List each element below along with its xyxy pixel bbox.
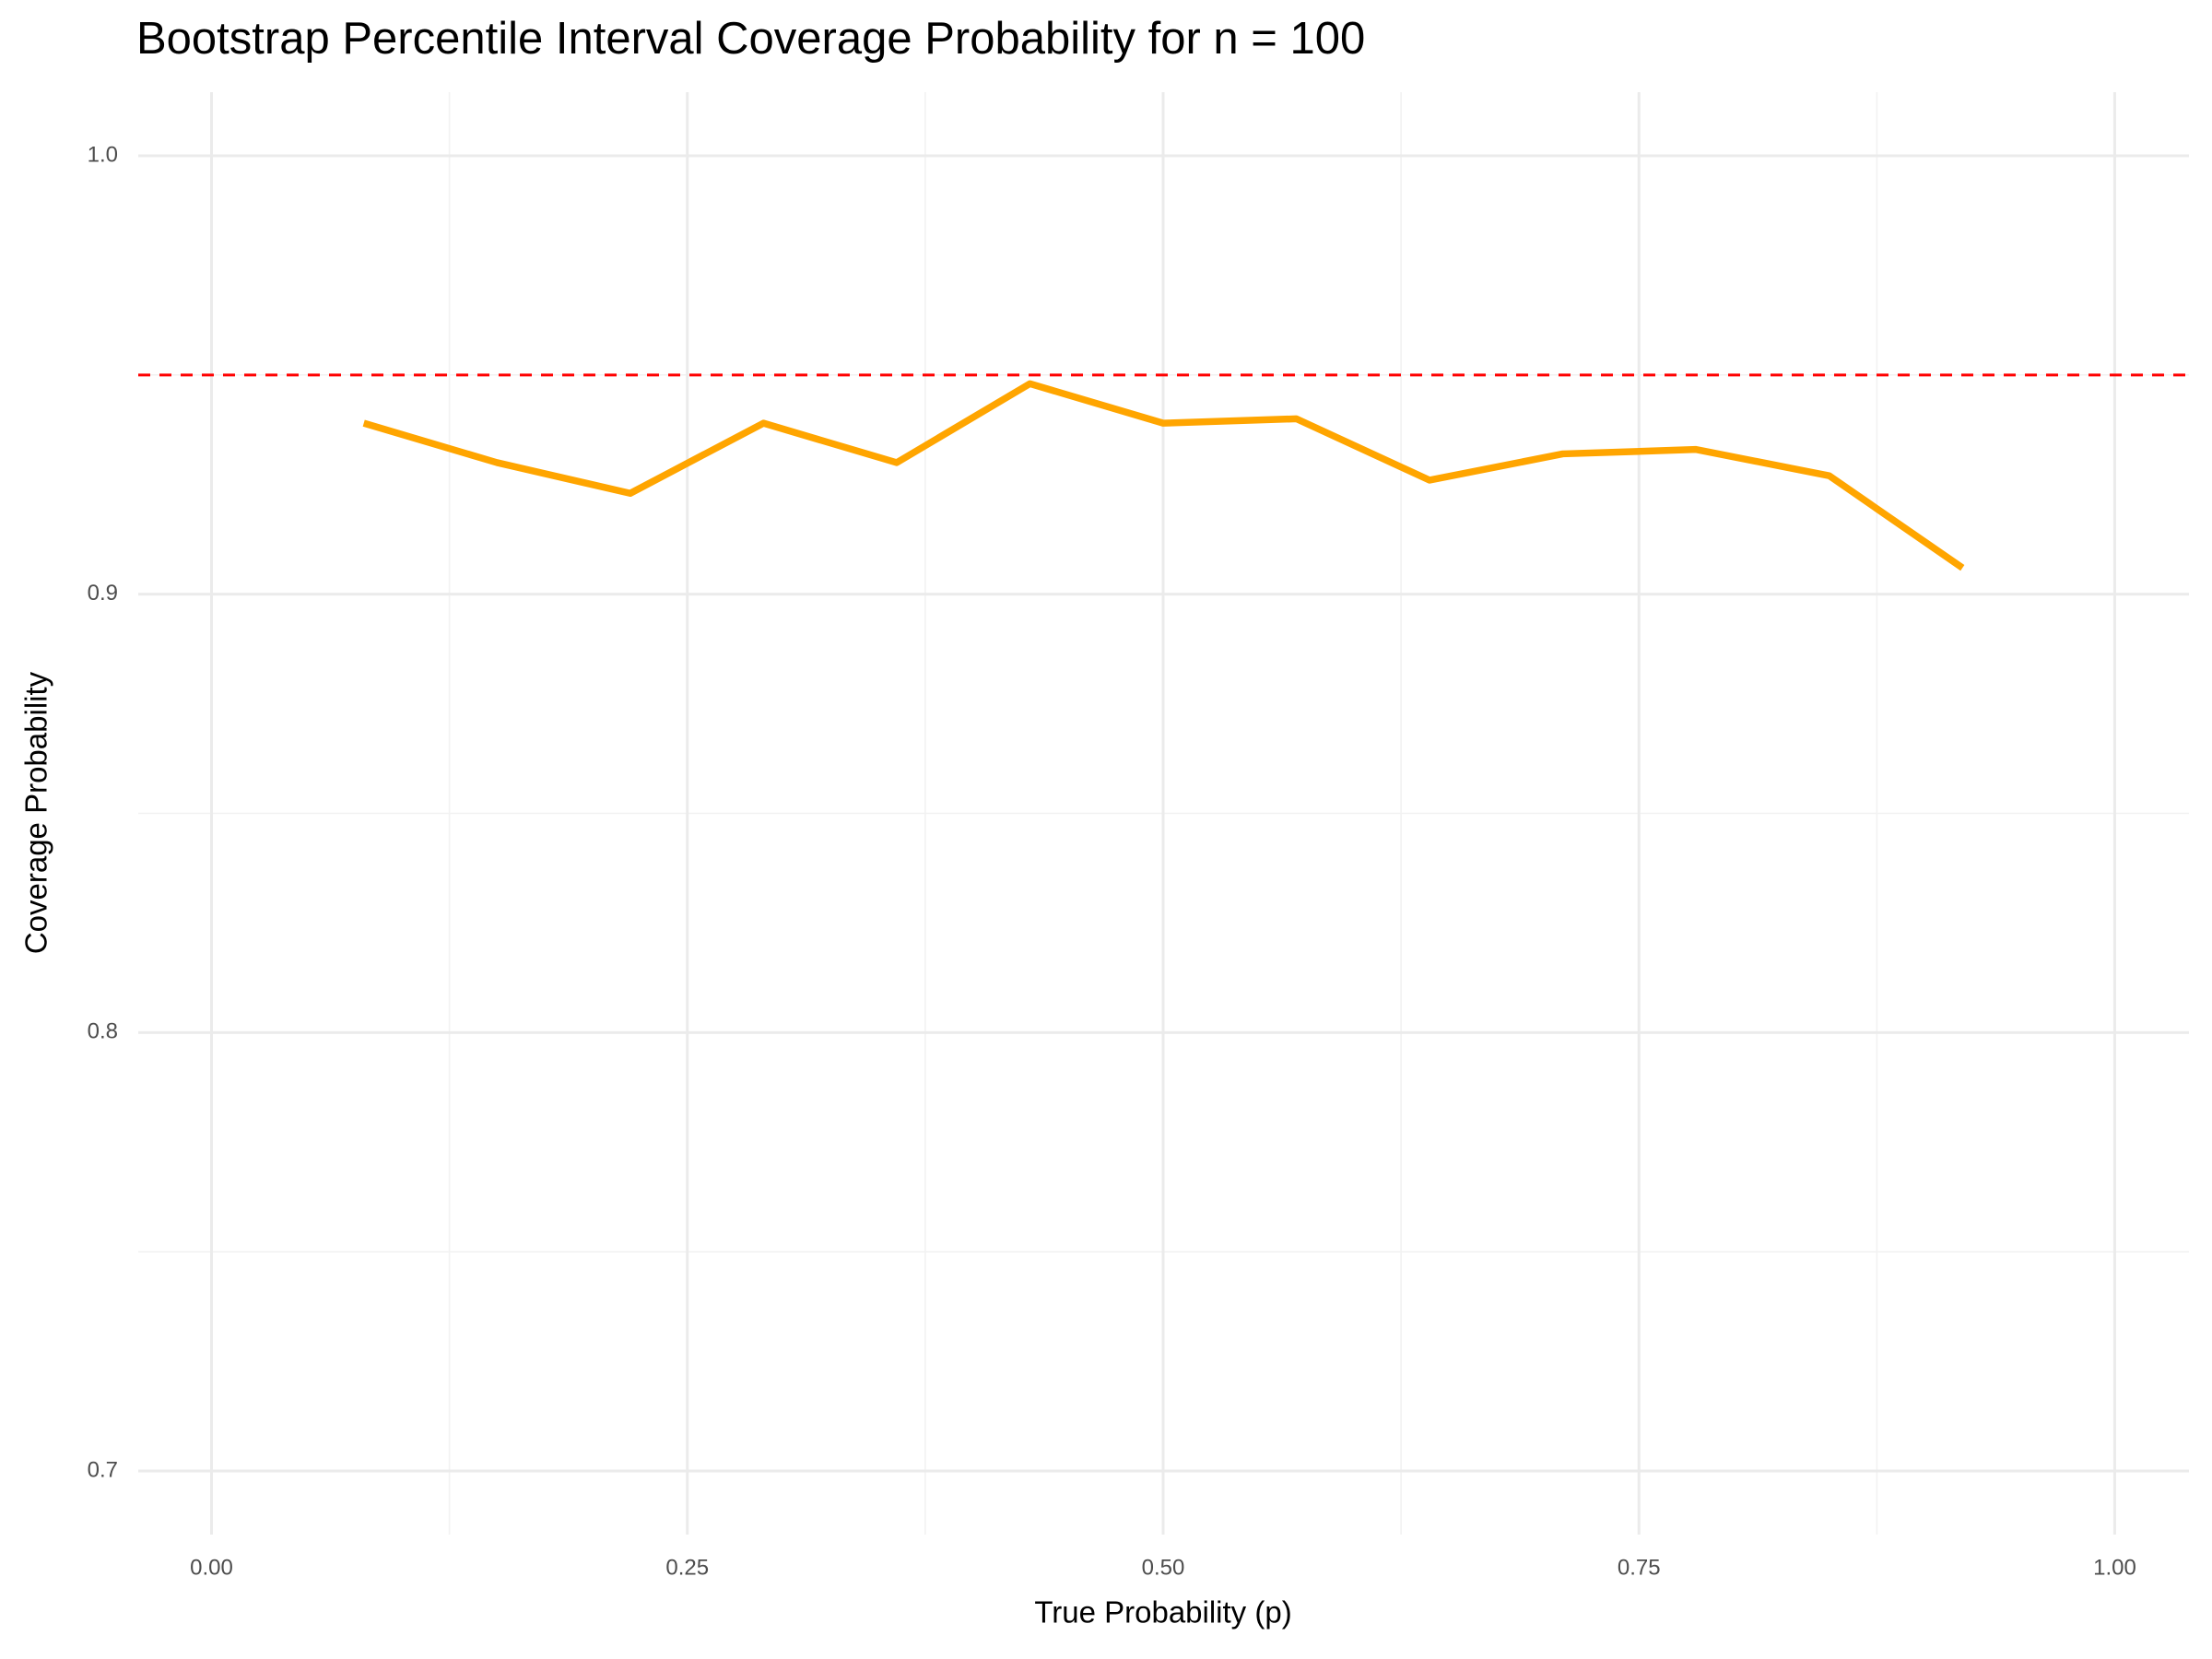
y-axis-title: Coverage Probability: [19, 671, 53, 954]
y-tick-label: 0.9: [88, 581, 118, 606]
y-tick-label: 1.0: [88, 142, 118, 167]
x-tick-label: 0.25: [665, 1555, 709, 1580]
data-line: [362, 380, 1965, 571]
y-tick-label: 0.8: [88, 1019, 118, 1044]
x-tick-label: 0.50: [1142, 1555, 1185, 1580]
chart-title: Bootstrap Percentile Interval Coverage P…: [136, 14, 1365, 64]
x-tick-label: 0.00: [190, 1555, 233, 1580]
y-tick-label: 0.7: [88, 1457, 118, 1482]
x-tick-label: 0.75: [1618, 1555, 1661, 1580]
x-tick-label: 1.00: [2093, 1555, 2136, 1580]
x-axis-title: True Probability (p): [1034, 1595, 1291, 1630]
